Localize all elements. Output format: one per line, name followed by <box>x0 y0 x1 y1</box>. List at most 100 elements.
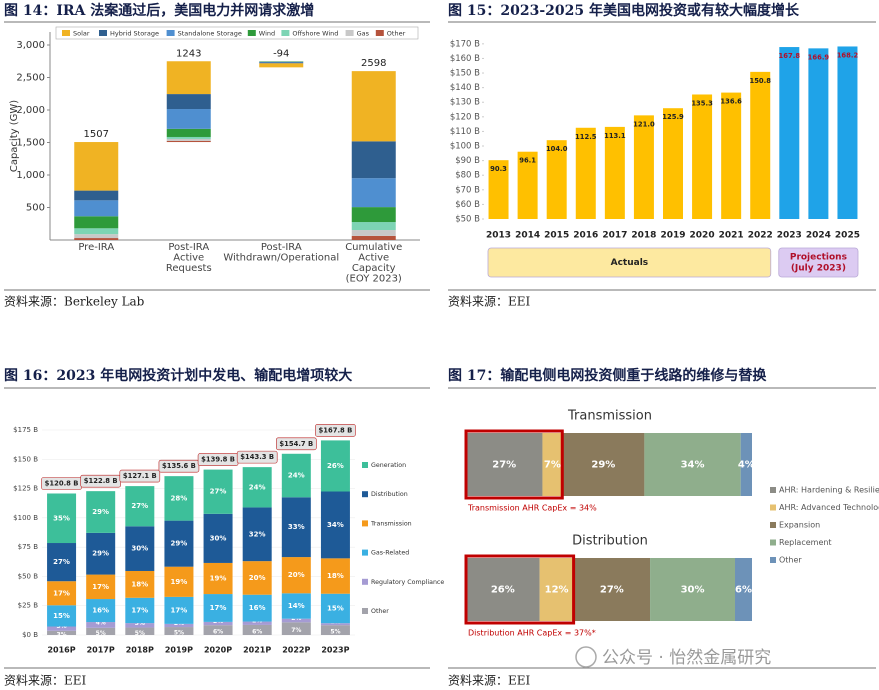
bar-segment <box>74 234 119 239</box>
segment-label: 27% <box>600 585 624 596</box>
legend-label: Regulatory Compliance <box>371 579 444 586</box>
bar-segment <box>166 136 211 139</box>
legend-label: Transmission <box>370 520 412 527</box>
y-tick-label: $100 B <box>450 142 480 152</box>
x-tick-label: 2022P <box>282 646 310 655</box>
y-tick-label: $70 B <box>455 185 480 195</box>
bar-segment <box>259 61 304 63</box>
segment-label: 12% <box>545 585 569 596</box>
bar <box>837 46 858 220</box>
annotation: Distribution AHR CapEx = 37%* <box>468 629 596 638</box>
legend-label: Generation <box>371 462 406 469</box>
x-tick-label: Active <box>173 253 204 264</box>
bar-segment <box>539 558 574 621</box>
x-tick-label: 2025 <box>835 231 860 241</box>
segment-label: 27% <box>492 460 516 471</box>
bar-segment <box>242 467 272 508</box>
bar-segment <box>259 62 304 64</box>
segment-label: 27% <box>210 488 227 496</box>
bar <box>692 94 713 219</box>
segment-label: 16% <box>92 607 109 615</box>
x-tick-label: 2017P <box>87 646 115 655</box>
y-tick-label: $90 B <box>455 156 480 166</box>
group-label: Projections <box>790 253 847 263</box>
bar-segment <box>74 238 119 240</box>
legend-swatch <box>281 30 290 36</box>
watermark: 公众号 · 怡然金属研究 <box>602 648 771 668</box>
x-tick-label: 2019P <box>165 646 193 655</box>
legend-label: Gas <box>357 30 370 38</box>
legend-swatch <box>362 491 368 498</box>
bar-segment <box>320 625 350 635</box>
legend-label: Standalone Storage <box>178 30 242 38</box>
x-tick-label: 2016 <box>573 231 598 241</box>
segment-label: 20% <box>288 571 305 579</box>
segment-label: 17% <box>171 606 188 614</box>
bar-segment <box>281 497 311 558</box>
bar-segment <box>203 562 233 595</box>
bar <box>488 160 509 219</box>
value-label: 112.5 <box>575 133 597 141</box>
bar-segment <box>351 207 396 223</box>
bar <box>663 108 683 219</box>
x-tick-label: 2018 <box>631 231 656 241</box>
annotation: Transmission AHR CapEx = 34% <box>467 504 597 513</box>
segment-label: 29% <box>171 540 188 548</box>
segment-label: 28% <box>171 494 188 502</box>
legend-label: Offshore Wind <box>292 30 338 38</box>
bar-segment <box>125 627 155 635</box>
value-label: 166.9 <box>808 53 830 61</box>
y-tick-label: $100 B <box>13 514 38 522</box>
segment-label: 29% <box>92 550 109 558</box>
total-label: $122.8 B <box>84 477 118 485</box>
value-label: 96.1 <box>519 157 536 165</box>
bar-segment <box>164 623 194 628</box>
y-tick-label: 1,000 <box>16 170 45 181</box>
bar-segment <box>86 599 116 623</box>
bar-segment <box>86 627 116 635</box>
value-label: 167.8 <box>779 52 801 60</box>
x-tick-label: Post-IRA <box>168 242 209 253</box>
legend-label: Solar <box>73 30 90 38</box>
segment-label: 26% <box>327 462 344 470</box>
value-label: 125.9 <box>662 113 684 121</box>
value-label: 104.0 <box>546 145 568 153</box>
bar-segment <box>281 593 311 619</box>
segment-label: 20% <box>249 574 266 582</box>
total-label: 1243 <box>176 48 201 59</box>
total-box <box>315 424 356 437</box>
segment-label: 4% <box>96 619 106 626</box>
segment-label: 5% <box>330 629 340 636</box>
bar-segment <box>650 558 736 621</box>
bar-segment <box>74 228 119 235</box>
bar-segment <box>644 433 741 496</box>
x-tick-label: 2020P <box>204 646 232 655</box>
bar <box>721 92 742 219</box>
bar-segment <box>740 433 752 496</box>
x-tick-label: Capacity <box>352 263 396 274</box>
x-tick-label: Post-IRA <box>261 242 302 253</box>
bar-segment <box>242 561 272 595</box>
segment-label: 26% <box>491 585 515 596</box>
legend-swatch <box>362 549 368 556</box>
y-tick-label: 1,500 <box>16 138 45 149</box>
value-label: 168.2 <box>837 51 859 59</box>
bar-segment <box>74 190 119 201</box>
bar-segment <box>86 532 116 575</box>
segment-label: 32% <box>249 530 266 538</box>
segment-label: 5% <box>135 630 145 637</box>
segment-label: 17% <box>210 604 227 612</box>
bar-segment <box>351 230 396 236</box>
y-tick-label: 2,000 <box>16 105 45 116</box>
legend-swatch <box>362 608 368 614</box>
legend-label: AHR: Advanced Technology <box>779 503 879 512</box>
legend-swatch <box>247 30 256 36</box>
figure-caption: 图 14：IRA 法案通过后，美国电力并网请求激增 <box>4 2 314 19</box>
bar-segment <box>466 558 540 621</box>
bar-segment <box>166 109 211 129</box>
segment-label: 17% <box>92 583 109 591</box>
legend-swatch <box>362 462 368 468</box>
x-tick-label: 2021P <box>243 646 271 655</box>
segment-label: 34% <box>327 521 344 529</box>
